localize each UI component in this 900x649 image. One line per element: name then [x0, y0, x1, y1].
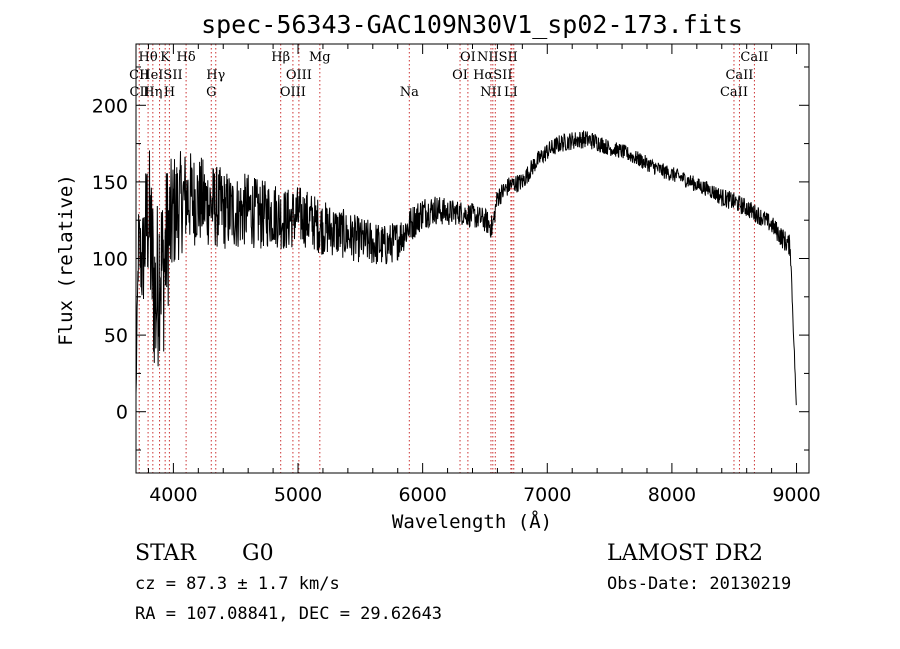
spectral-line-label: OIII: [280, 85, 306, 100]
spectral-line-label: CII: [130, 85, 150, 100]
object-subclass: G0: [242, 541, 274, 566]
spectral-line-label: CII: [129, 68, 149, 83]
spectral-line-label: HeISII: [139, 68, 182, 83]
plot-frame: [135, 43, 810, 474]
x-tick-label: 8000: [648, 484, 696, 506]
x-axis-ticks: 4000 5000 6000 7000 8000 9000: [147, 44, 821, 506]
survey-name: LAMOST DR2: [607, 541, 763, 566]
y-tick-label: 50: [104, 325, 128, 347]
spectral-line-label: CaII: [720, 85, 748, 100]
x-axis-label: Wavelength (Å): [392, 510, 552, 533]
spectrum-line: [135, 130, 797, 406]
spectral-line-label: OIII: [286, 68, 312, 83]
x-tick-label: 7000: [523, 484, 571, 506]
spectral-line-label: OI: [452, 68, 468, 83]
coordinates: RA = 107.08841, DEC = 29.62643: [135, 604, 442, 624]
spectral-line-label: Mg: [309, 50, 331, 65]
spectral-line-label: CaII: [740, 50, 768, 65]
y-tick-label: 100: [92, 249, 128, 271]
x-tick-label: 5000: [274, 484, 322, 506]
chart-title: spec-56343-GAC109N30V1_sp02-173.fits: [201, 10, 743, 39]
spectral-line-label: K: [160, 50, 170, 65]
spectral-line-label: Hβ: [271, 50, 290, 65]
spectral-line-label: Hδ: [177, 50, 196, 65]
spectral-line-label: Na: [400, 85, 419, 100]
y-tick-label: 200: [92, 95, 128, 117]
y-tick-label: 0: [116, 402, 128, 424]
spectral-line-label: Hθ: [139, 50, 158, 65]
spectral-line-label: H: [164, 85, 175, 100]
spectral-line-label: HαSII: [473, 68, 512, 83]
spectral-line-label: Hγ: [206, 68, 225, 83]
spectral-line-label: OI: [460, 50, 476, 65]
spectral-marker-lines: [138, 44, 755, 473]
x-tick-label: 4000: [149, 484, 197, 506]
x-tick-label: 6000: [398, 484, 446, 506]
spectral-line-label: LI: [504, 85, 518, 100]
spectral-line-label: G: [206, 85, 216, 100]
x-tick-label: 9000: [772, 484, 820, 506]
y-axis-ticks: 0 50 100 150 200: [92, 66, 809, 451]
object-class: STAR: [135, 541, 197, 566]
spectral-line-label: NIISII: [477, 50, 518, 65]
spectral-line-label: CaII: [725, 68, 753, 83]
spectral-line-label: NII: [480, 85, 502, 100]
spectral-line-label: Hη: [143, 85, 162, 100]
y-axis-label: Flux (relative): [55, 174, 77, 346]
obs-date: Obs-Date: 20130219: [607, 574, 791, 594]
y-tick-label: 150: [92, 172, 128, 194]
redshift-text: cz = 87.3 ± 1.7 km/s: [135, 574, 340, 594]
